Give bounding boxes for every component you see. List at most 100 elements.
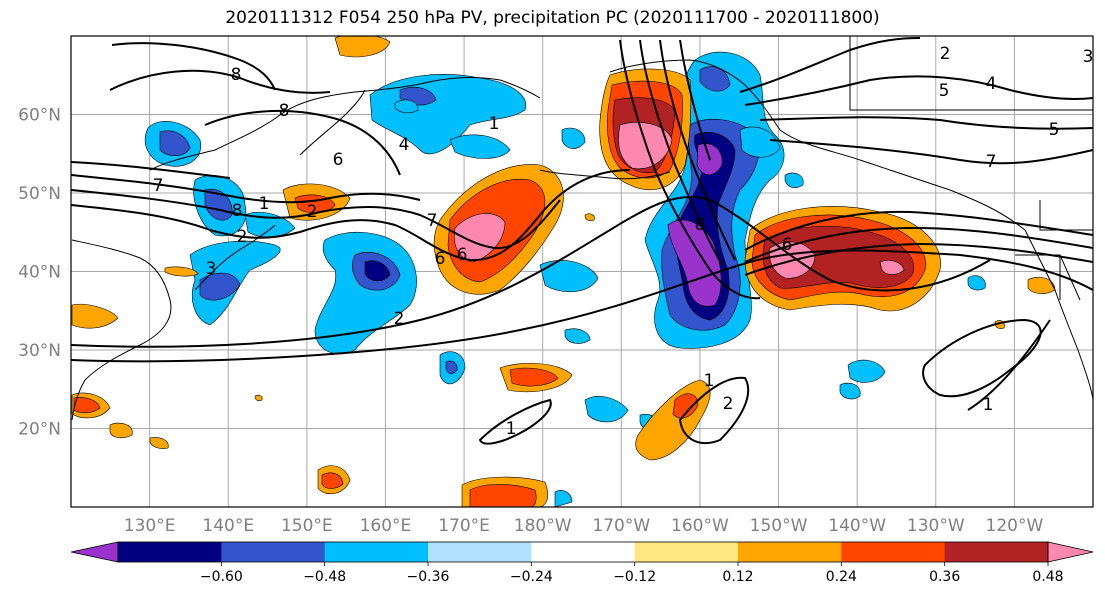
colorbar-tick-label: 0.24: [826, 569, 857, 585]
latitude-labels: 60°N 50°N 40°N 30°N 20°N: [18, 106, 61, 440]
contour-label: 8: [231, 65, 242, 85]
colorbar-segment: [944, 542, 1049, 562]
neg-anomaly-region: [584, 396, 629, 423]
colorbar-tick-label: −0.36: [407, 569, 450, 585]
neg-anomaly-region: [204, 188, 233, 221]
pos-anomaly-region: [149, 437, 169, 449]
pos-anomaly-region: [321, 472, 344, 489]
pv-contour: [71, 174, 421, 204]
coastline-korea-china: [71, 239, 172, 421]
contour-label: 8: [695, 215, 706, 235]
contour-label: 2: [723, 394, 734, 414]
neg-anomaly-region: [554, 490, 573, 507]
contour-label: 1: [259, 194, 270, 214]
pv-contour: [659, 39, 736, 261]
contour-label: 1: [983, 395, 994, 415]
colorbar-segment: [221, 542, 326, 562]
contour-label: 5: [939, 81, 950, 101]
longitude-labels: 130°E 140°E 150°E 160°E 170°E 180°W 170°W 160°W…: [124, 516, 1044, 536]
pos-anomaly-region: [509, 367, 559, 387]
coastline-aleutians: [539, 169, 671, 180]
map-frame: [70, 35, 1094, 508]
map-title: 2020111312 F054 250 hPa PV, precipitatio…: [225, 8, 880, 28]
colorbar-tick-label: −0.24: [510, 569, 553, 585]
coastline-japan: [194, 224, 276, 291]
pos-anomaly-region: [453, 213, 506, 263]
pos-anomaly-region: [469, 484, 537, 507]
colorbar-segment: [841, 542, 946, 562]
colorbar-segment: [118, 542, 222, 562]
longitude-label: 150°E: [281, 516, 333, 536]
contour-label: 7: [427, 211, 438, 231]
contour-label: 2: [307, 202, 318, 222]
pos-anomaly-region: [584, 213, 595, 222]
latitude-label: 60°N: [18, 106, 61, 126]
pv-contour: [744, 75, 1093, 106]
pv-contour: [678, 376, 750, 445]
neg-anomaly-region: [199, 272, 241, 301]
contour-label: 1: [506, 419, 517, 439]
colorbar-segment: [428, 542, 532, 562]
longitude-label: 130°E: [124, 516, 176, 536]
pv-contour: [111, 42, 276, 91]
pv-contour: [769, 139, 1093, 165]
neg-anomaly-region: [699, 66, 731, 92]
pos-anomaly-region: [672, 393, 699, 419]
contour-label: 6: [435, 249, 446, 269]
colorbar-extend-low: [70, 541, 119, 563]
pos-anomaly-region: [164, 266, 199, 277]
pv-contour: [109, 69, 331, 94]
contour-label: 2: [940, 44, 951, 64]
pv-contour: [71, 161, 231, 179]
coastline-kamchatka: [299, 89, 366, 156]
colorbar-extend-high: [1047, 541, 1094, 563]
pv-contour: [739, 37, 921, 93]
colorbar-tick-label: −0.48: [303, 569, 346, 585]
pos-anomaly-region: [879, 260, 905, 275]
longitude-label: 160°E: [360, 516, 412, 536]
longitude-label: 170°W: [592, 516, 650, 536]
pv-contour: [744, 210, 1093, 251]
pv-contour: [744, 242, 1093, 276]
colorbar-segment: [531, 542, 636, 562]
contour-label: 4: [399, 135, 410, 155]
longitude-label: 160°W: [671, 516, 729, 536]
pos-anomaly-region: [71, 303, 119, 329]
neg-anomaly-region: [847, 359, 886, 383]
longitude-label: 180°W: [514, 516, 572, 536]
pv-contour: [71, 249, 1093, 363]
pv-contour: [759, 116, 1093, 130]
colorbar-tick-label: 0.12: [722, 569, 753, 585]
contour-label: 3: [1083, 47, 1094, 67]
contour-label: 6: [782, 235, 793, 255]
pv-contour: [71, 195, 991, 348]
latitude-label: 30°N: [18, 341, 61, 361]
contour-label: 1: [489, 114, 500, 134]
longitude-label: 130°W: [907, 516, 965, 536]
colorbar-segment: [634, 542, 739, 562]
pv-contour: [744, 226, 1093, 263]
coastline-canada-border: [849, 36, 1093, 111]
pv-contour: [967, 319, 1051, 411]
contour-label: 7: [153, 176, 164, 196]
pv-contour: [71, 169, 631, 262]
neg-anomaly-region: [445, 360, 458, 374]
longitude-label: 170°E: [438, 516, 490, 536]
colorbar-tick-label: −0.12: [613, 569, 656, 585]
neg-anomaly-region: [394, 99, 419, 114]
longitude-label: 120°W: [986, 516, 1044, 536]
contour-label: 2: [394, 309, 405, 329]
coastlines: [71, 36, 1093, 421]
pos-anomaly-region: [73, 397, 101, 414]
colorbar-segment: [738, 542, 842, 562]
pv-contour: [71, 189, 561, 250]
neg-anomaly-region: [564, 328, 591, 344]
colorbar-outline: [117, 541, 1049, 563]
neg-anomaly-region: [364, 260, 391, 282]
colorbar-tick-label: 0.36: [929, 569, 960, 585]
colorbar-segment: [324, 542, 429, 562]
neg-anomaly-region: [667, 219, 722, 307]
colorbar-tick-label: 0.48: [1032, 569, 1063, 585]
